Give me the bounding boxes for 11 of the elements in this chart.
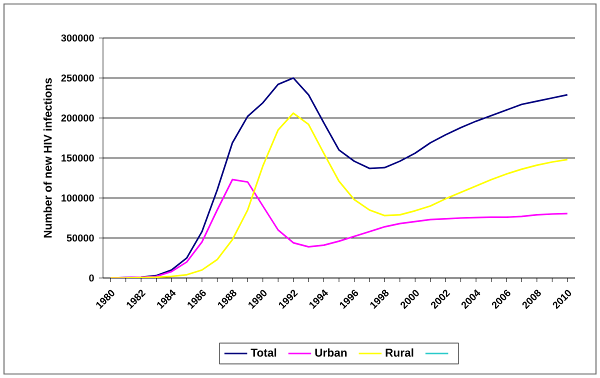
y-tick-label: 0 bbox=[89, 274, 94, 282]
y-tick-label: 250000 bbox=[61, 74, 94, 82]
y-tick-label: 150000 bbox=[62, 154, 94, 162]
y-tick-label: 200000 bbox=[61, 114, 94, 122]
y-tick-label: 50000 bbox=[66, 234, 94, 242]
y-axis-title: Number of new HIV infections bbox=[43, 78, 52, 238]
y-tick-label: 100000 bbox=[62, 194, 94, 202]
legend-label: Total bbox=[250, 348, 276, 357]
y-tick-label: 300000 bbox=[61, 34, 94, 42]
legend-label: Urban bbox=[315, 348, 347, 357]
legend-label: Rural bbox=[386, 348, 414, 357]
